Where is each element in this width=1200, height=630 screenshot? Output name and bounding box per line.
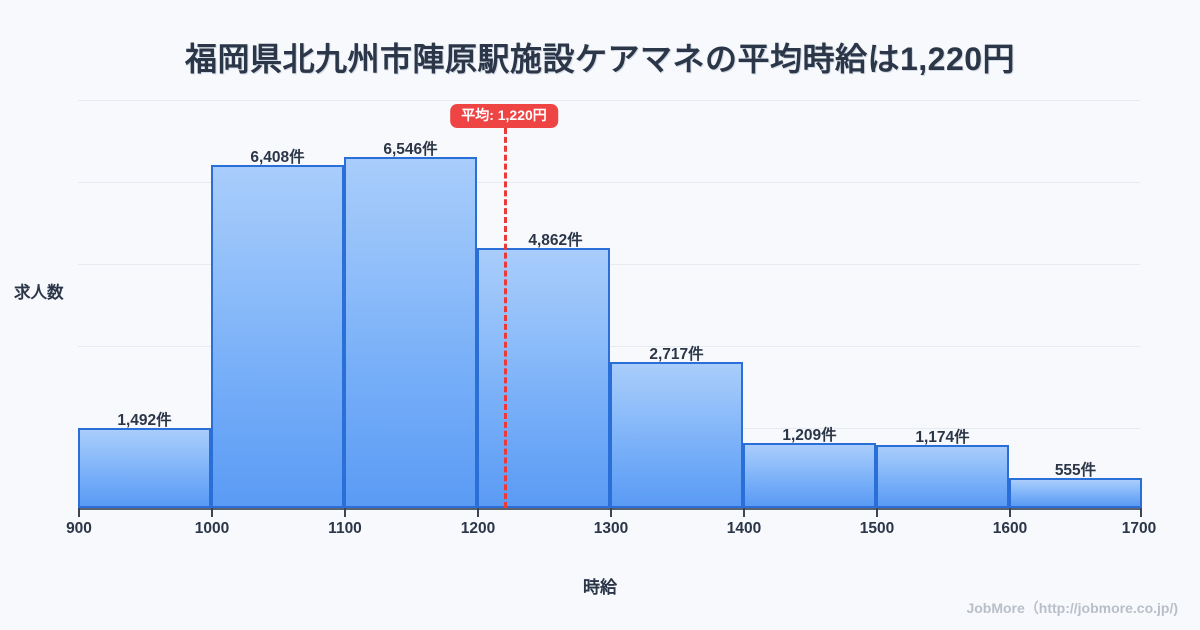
average-line <box>504 128 507 508</box>
bar-value-label: 4,862件 <box>528 232 583 249</box>
x-tick-label: 1100 <box>328 520 362 537</box>
x-tick-label: 1700 <box>1121 520 1157 537</box>
bar[interactable] <box>477 248 610 508</box>
gridline <box>78 100 1140 101</box>
bar-value-label: 555件 <box>1054 462 1097 479</box>
x-tick-mark <box>1140 508 1142 517</box>
y-axis-title: 求人数 <box>14 284 64 302</box>
average-badge[interactable]: 平均: 1,220円 <box>450 104 558 129</box>
x-tick-label: 1300 <box>593 520 629 537</box>
bar[interactable] <box>743 443 876 508</box>
chart-title: 福岡県北九州市陣原駅施設ケアマネの平均時給は1,220円 <box>184 41 1016 77</box>
bar-value-label: 1,209件 <box>782 427 837 444</box>
x-tick-label: 1500 <box>859 520 895 537</box>
footer-watermark: JobMore（http://jobmore.co.jp/) <box>966 600 1178 616</box>
x-tick-mark <box>610 508 612 517</box>
bar-value-label: 6,408件 <box>250 149 305 166</box>
bar[interactable] <box>344 157 477 508</box>
x-tick-label: 1200 <box>460 520 496 537</box>
bar-value-label: 1,492件 <box>117 412 172 429</box>
bar[interactable] <box>876 445 1009 508</box>
gridline <box>78 182 1140 183</box>
x-tick-mark <box>1009 508 1011 517</box>
x-axis-title: 時給 <box>583 578 617 597</box>
x-tick-mark <box>477 508 479 517</box>
x-tick-mark <box>78 508 80 517</box>
x-tick-label: 900 <box>66 520 92 537</box>
bar-value-label: 1,174件 <box>915 429 970 446</box>
x-tick-label: 1600 <box>992 520 1028 537</box>
x-tick-mark <box>344 508 346 517</box>
x-axis-baseline <box>78 508 1140 510</box>
x-tick-mark <box>876 508 878 517</box>
x-tick-mark <box>211 508 213 517</box>
x-tick-label: 1400 <box>726 520 762 537</box>
bar-value-label: 2,717件 <box>649 346 704 363</box>
x-tick-mark <box>743 508 745 517</box>
x-tick-label: 1000 <box>194 520 230 537</box>
bar[interactable] <box>610 362 743 508</box>
bar[interactable] <box>211 165 344 508</box>
bar[interactable] <box>1009 478 1142 508</box>
bar[interactable] <box>78 428 211 508</box>
bar-value-label: 6,546件 <box>383 141 438 158</box>
